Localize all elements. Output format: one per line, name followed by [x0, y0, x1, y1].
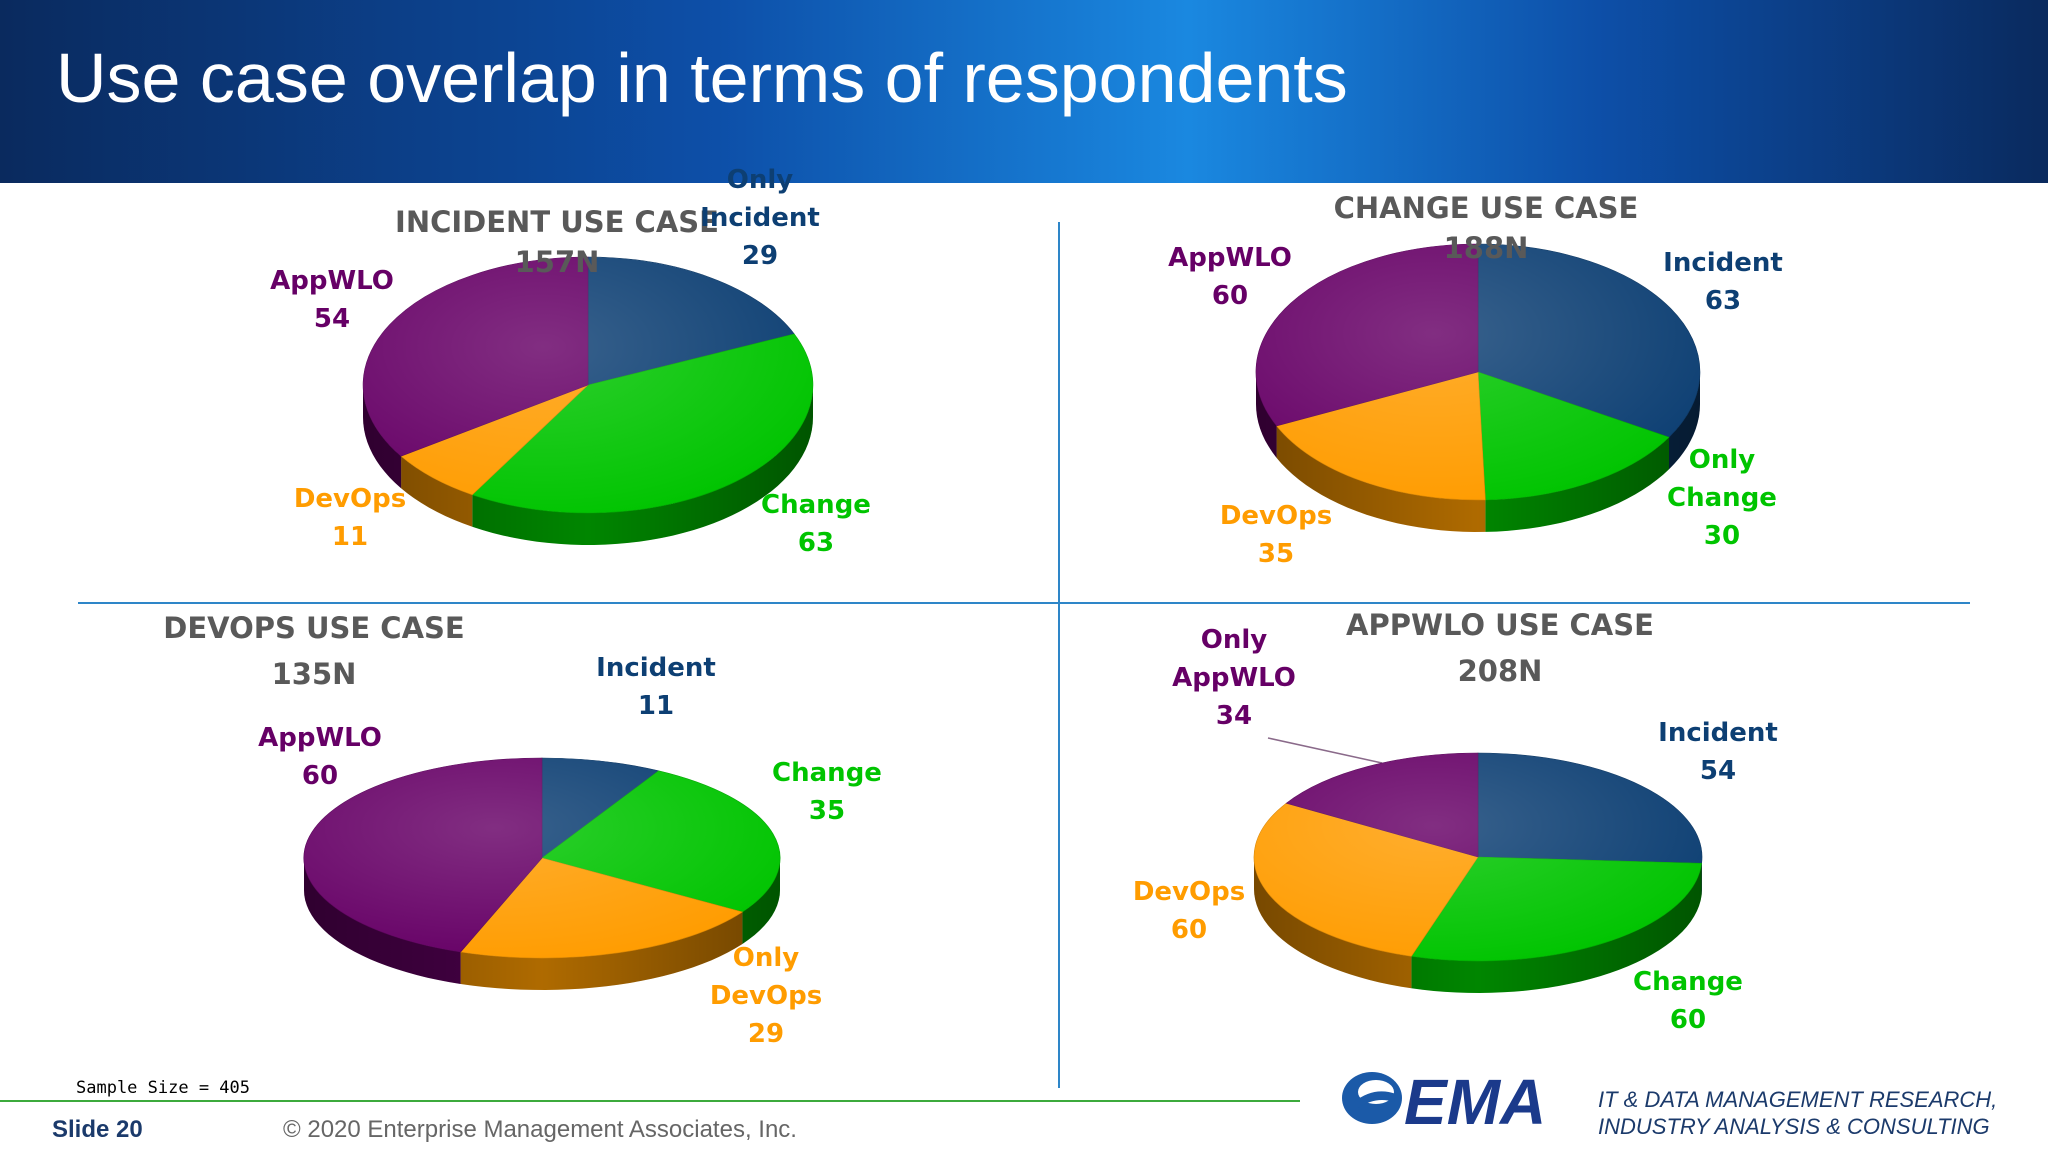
data-label-incident: Incident 54	[1658, 718, 1778, 786]
data-label-appwlo: AppWLO 60	[258, 723, 382, 791]
data-label-appwlo: AppWLO 54	[270, 266, 394, 334]
pie-chart-appwlo-use-case: APPWLO USE CASE 208N Incident 54 Change 60 Dev…	[1133, 608, 1778, 1035]
appwlo-leader-line	[1267, 737, 1383, 764]
pie-chart-change-use-case: CHANGE USE CASE 188N Incident 63 Only Change 3…	[1168, 191, 1783, 569]
pie-top-shine	[1256, 244, 1700, 500]
chart-subtitle: 188N	[1444, 231, 1529, 265]
data-label-devops: DevOps 60	[1133, 877, 1245, 945]
chart-subtitle: 157N	[515, 245, 600, 279]
pie-rim-shading	[304, 858, 780, 990]
pie-rim-shading	[1254, 857, 1702, 993]
data-label-change: Change 63	[761, 490, 871, 558]
chart-subtitle: 208N	[1458, 654, 1543, 688]
data-label-incident: Incident 63	[1663, 248, 1783, 316]
pie-top-shine	[1254, 753, 1702, 961]
sample-size-note: Sample Size = 405	[76, 1078, 250, 1098]
slide-number: Slide 20	[52, 1116, 143, 1143]
ema-logo: EMA	[1342, 1066, 1546, 1138]
data-label-only-incident: Only Incident 29	[700, 165, 820, 271]
tagline: IT & DATA MANAGEMENT RESEARCH, INDUSTRY …	[1598, 1086, 1997, 1140]
logo-wordmark: EMA	[1404, 1066, 1546, 1138]
chart-title: DEVOPS USE CASE	[163, 611, 464, 645]
pie-chart-devops-use-case: DEVOPS USE CASE 135N Incident 11 Change 35 Onl…	[163, 611, 882, 1049]
pie-rim-shading	[363, 385, 813, 545]
page-title: Use case overlap in terms of respondents	[56, 39, 1348, 117]
chart-title: CHANGE USE CASE	[1334, 191, 1639, 225]
pie-chart-incident-use-case: INCIDENT USE CASE 157N Only Incident 29 Chang…	[270, 165, 871, 558]
chart-title: APPWLO USE CASE	[1346, 608, 1654, 642]
tagline-line-1: IT & DATA MANAGEMENT RESEARCH,	[1598, 1087, 1998, 1112]
data-label-incident: Incident 11	[596, 653, 716, 721]
chart-subtitle: 135N	[272, 657, 357, 691]
data-label-only-devops: Only DevOps 29	[710, 943, 822, 1049]
data-label-appwlo: AppWLO 60	[1168, 243, 1292, 311]
data-label-only-change: Only Change 30	[1667, 445, 1777, 551]
pie-top-shine	[363, 257, 813, 513]
data-label-change: Change 60	[1633, 967, 1743, 1035]
data-label-change: Change 35	[772, 758, 882, 826]
data-label-only-appwlo: Only AppWLO 34	[1172, 625, 1296, 731]
pie-rim-shading	[1256, 372, 1700, 532]
data-label-devops: DevOps 35	[1220, 501, 1332, 569]
title-banner: Use case overlap in terms of respondents	[0, 0, 2048, 183]
footer-divider	[0, 1100, 1300, 1102]
copyright-text: © 2020 Enterprise Management Associates,…	[283, 1116, 797, 1143]
data-label-devops: DevOps 11	[294, 484, 406, 552]
pie-top-shine	[304, 758, 780, 958]
chart-title: INCIDENT USE CASE	[395, 205, 719, 239]
tagline-line-2: INDUSTRY ANALYSIS & CONSULTING	[1598, 1114, 1990, 1139]
